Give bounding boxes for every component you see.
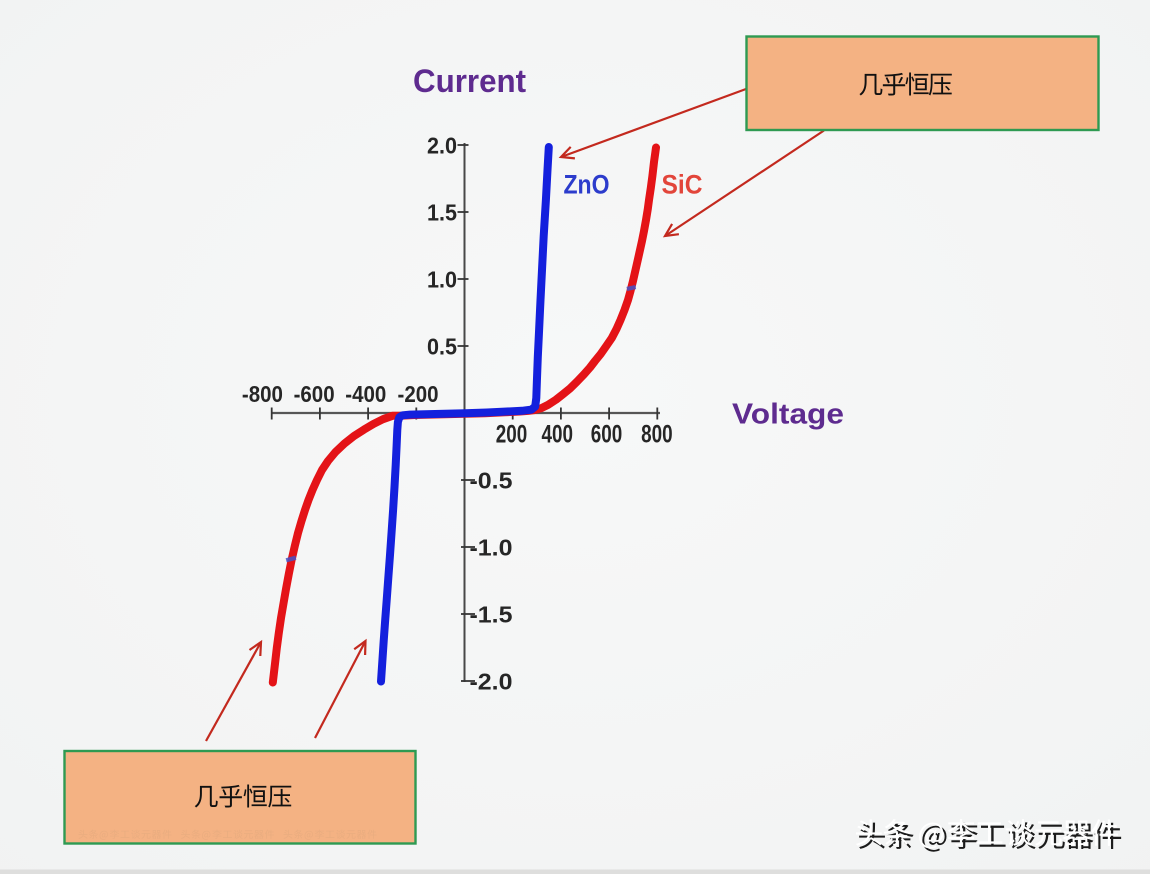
svg-text:600: 600 xyxy=(591,420,623,448)
svg-text:0.5: 0.5 xyxy=(427,334,457,360)
svg-text:-2.0: -2.0 xyxy=(470,669,513,695)
svg-text:-400: -400 xyxy=(345,381,386,407)
svg-text:Current: Current xyxy=(413,63,526,99)
svg-text:-1.0: -1.0 xyxy=(470,535,513,561)
svg-text:1.5: 1.5 xyxy=(427,200,457,226)
svg-text:2.0: 2.0 xyxy=(427,133,457,159)
svg-text:800: 800 xyxy=(641,420,673,448)
svg-text:Voltage: Voltage xyxy=(732,399,844,431)
svg-text:400: 400 xyxy=(542,420,574,448)
svg-text:-800: -800 xyxy=(242,381,283,407)
svg-text:ZnO: ZnO xyxy=(564,170,610,200)
svg-text:-600: -600 xyxy=(294,381,335,407)
svg-text:-0.5: -0.5 xyxy=(470,468,513,494)
svg-text:SiC: SiC xyxy=(662,170,703,200)
svg-text:200: 200 xyxy=(496,420,528,448)
svg-text:1.0: 1.0 xyxy=(427,267,457,293)
svg-text:-200: -200 xyxy=(398,381,439,407)
svg-text:-1.5: -1.5 xyxy=(470,602,513,628)
